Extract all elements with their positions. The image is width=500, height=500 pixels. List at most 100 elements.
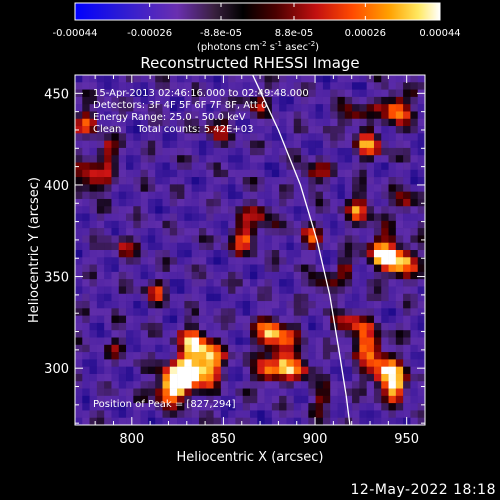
heatmap-cell — [366, 140, 375, 149]
heatmap-cell — [373, 293, 382, 302]
heatmap-cell — [191, 213, 200, 222]
heatmap-cell — [381, 220, 389, 229]
heatmap-cell — [373, 235, 382, 244]
heatmap-cell — [104, 359, 112, 367]
heatmap-cell — [388, 395, 397, 404]
heatmap-cell — [257, 315, 265, 324]
heatmap-cell — [184, 330, 192, 338]
heatmap-cell — [140, 82, 149, 90]
heatmap-cell — [330, 198, 338, 207]
heatmap-cell — [308, 301, 316, 309]
heatmap-cell — [381, 322, 389, 331]
heatmap-cell — [322, 104, 331, 112]
heatmap-cell — [140, 177, 149, 185]
heatmap-cell — [75, 359, 83, 367]
heatmap-cell — [286, 82, 295, 90]
heatmap-cell — [96, 330, 105, 338]
heatmap-cell — [395, 191, 404, 200]
heatmap-cell — [322, 118, 331, 127]
heatmap-cell — [104, 228, 112, 236]
heatmap-cell — [337, 228, 346, 236]
heatmap-cell — [111, 301, 120, 309]
heatmap-cell — [417, 417, 425, 425]
heatmap-cell — [271, 147, 280, 156]
heatmap-cell — [126, 330, 134, 338]
heatmap-cell — [220, 228, 229, 236]
heatmap-cell — [250, 198, 258, 207]
heatmap-cell — [162, 337, 171, 346]
heatmap-cell — [250, 308, 258, 316]
heatmap-cell — [381, 279, 389, 287]
heatmap-cell — [111, 410, 120, 419]
heatmap-cell — [155, 271, 163, 280]
heatmap-cell — [264, 352, 273, 360]
heatmap-cell — [220, 82, 229, 90]
heatmap-cell — [140, 104, 149, 112]
heatmap-cell — [89, 242, 98, 251]
heatmap-cell — [388, 388, 397, 397]
heatmap-cell — [155, 220, 163, 229]
heatmap-cell — [359, 126, 367, 134]
heatmap-cell — [235, 140, 244, 149]
heatmap-cell — [322, 191, 331, 200]
heatmap-cell — [198, 286, 207, 295]
heatmap-cell — [96, 177, 105, 185]
heatmap-cell — [403, 301, 411, 309]
heatmap-cell — [286, 417, 295, 425]
heatmap-cell — [89, 403, 98, 411]
heatmap-cell — [388, 293, 397, 302]
heatmap-cell — [162, 301, 171, 309]
heatmap-cell — [140, 359, 149, 367]
heatmap-cell — [403, 352, 411, 360]
heatmap-cell — [96, 352, 105, 360]
heatmap-cell — [177, 395, 185, 404]
heatmap-cell — [126, 162, 134, 171]
heatmap-cell — [155, 118, 163, 127]
heatmap-cell — [293, 315, 302, 324]
heatmap-cell — [155, 417, 163, 425]
heatmap-cell — [395, 242, 404, 251]
heatmap-cell — [184, 301, 192, 309]
heatmap-cell — [162, 213, 171, 222]
heatmap-cell — [373, 220, 382, 229]
heatmap-cell — [388, 96, 397, 105]
heatmap-cell — [140, 395, 149, 404]
heatmap-cell — [184, 118, 192, 127]
heatmap-cell — [388, 177, 397, 185]
heatmap-cell — [315, 162, 324, 171]
heatmap-cell — [104, 206, 112, 214]
heatmap-cell — [293, 169, 302, 178]
heatmap-cell — [308, 308, 316, 316]
heatmap-cell — [191, 381, 200, 389]
heatmap-cell — [250, 104, 258, 112]
heatmap-cell — [337, 82, 346, 90]
heatmap-cell — [206, 293, 214, 302]
heatmap-cell — [410, 417, 419, 425]
heatmap-cell — [126, 366, 134, 375]
heatmap-cell — [403, 126, 411, 134]
heatmap-cell — [118, 82, 127, 90]
heatmap-cell — [191, 388, 200, 397]
heatmap-cell — [191, 111, 200, 120]
heatmap-cell — [264, 191, 273, 200]
heatmap-cell — [133, 147, 141, 156]
detectors-text: Detectors: 3F 4F 5F 6F 7F 8F, Att 0 — [93, 100, 267, 111]
heatmap-cell — [388, 330, 397, 338]
heatmap-cell — [75, 388, 83, 397]
heatmap-cell — [286, 169, 295, 178]
heatmap-cell — [169, 75, 178, 83]
heatmap-cell — [155, 337, 163, 346]
heatmap-cell — [75, 301, 83, 309]
heatmap-cell — [155, 395, 163, 404]
heatmap-cell — [133, 352, 141, 360]
heatmap-cell — [104, 271, 112, 280]
heatmap-cell — [410, 403, 419, 411]
heatmap-cell — [242, 191, 251, 200]
heatmap-cell — [366, 96, 375, 105]
heatmap-cell — [410, 126, 419, 134]
heatmap-cell — [388, 104, 397, 112]
heatmap-cell — [89, 177, 98, 185]
heatmap-cell — [257, 388, 265, 397]
heatmap-cell — [286, 177, 295, 185]
heatmap-cell — [198, 228, 207, 236]
